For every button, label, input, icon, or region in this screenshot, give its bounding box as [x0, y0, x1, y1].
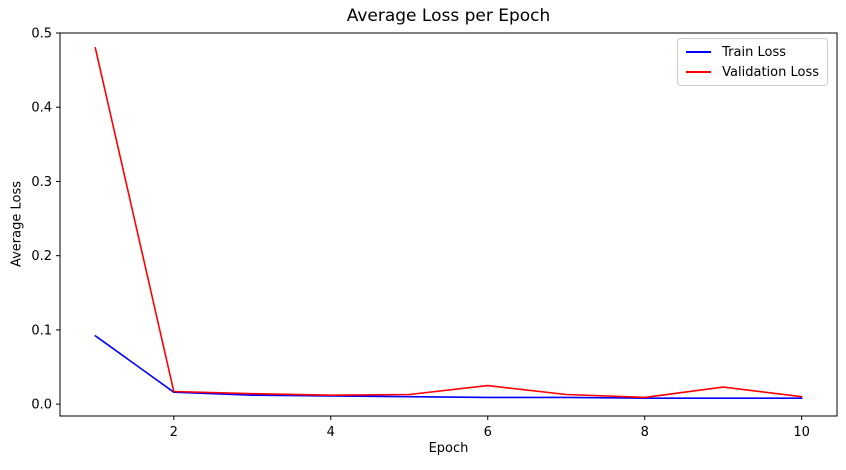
x-axis-tick-label: 2 — [170, 425, 178, 440]
x-axis-tick-label: 4 — [327, 425, 335, 440]
legend-item-validation-loss: Validation Loss — [686, 62, 819, 82]
y-axis-tick-label: 0.4 — [31, 101, 52, 116]
y-axis-tick-label: 0.1 — [31, 323, 52, 338]
legend-item-train-loss: Train Loss — [686, 42, 819, 62]
legend: Train Loss Validation Loss — [677, 38, 828, 86]
chart-title: Average Loss per Epoch — [346, 6, 551, 26]
legend-label-validation-loss: Validation Loss — [722, 64, 819, 80]
x-axis-tick-label: 6 — [484, 425, 492, 440]
legend-label-train-loss: Train Loss — [722, 44, 786, 60]
validation-loss-line-swatch-icon — [686, 71, 712, 73]
y-axis-tick-label: 0.0 — [31, 398, 52, 413]
axes-spines — [59, 32, 838, 417]
x-axis-label: Epoch — [428, 441, 469, 456]
series-line-validation-loss — [94, 46, 803, 399]
y-axis-tick-label: 0.2 — [31, 249, 52, 264]
x-axis-tick-label: 8 — [641, 425, 649, 440]
y-axis-tick-label: 0.5 — [31, 27, 52, 42]
y-axis-tick-label: 0.3 — [31, 175, 52, 190]
train-loss-line-swatch-icon — [686, 51, 712, 53]
x-axis-tick-label: 10 — [793, 425, 810, 440]
series-line-train-loss — [94, 334, 803, 400]
